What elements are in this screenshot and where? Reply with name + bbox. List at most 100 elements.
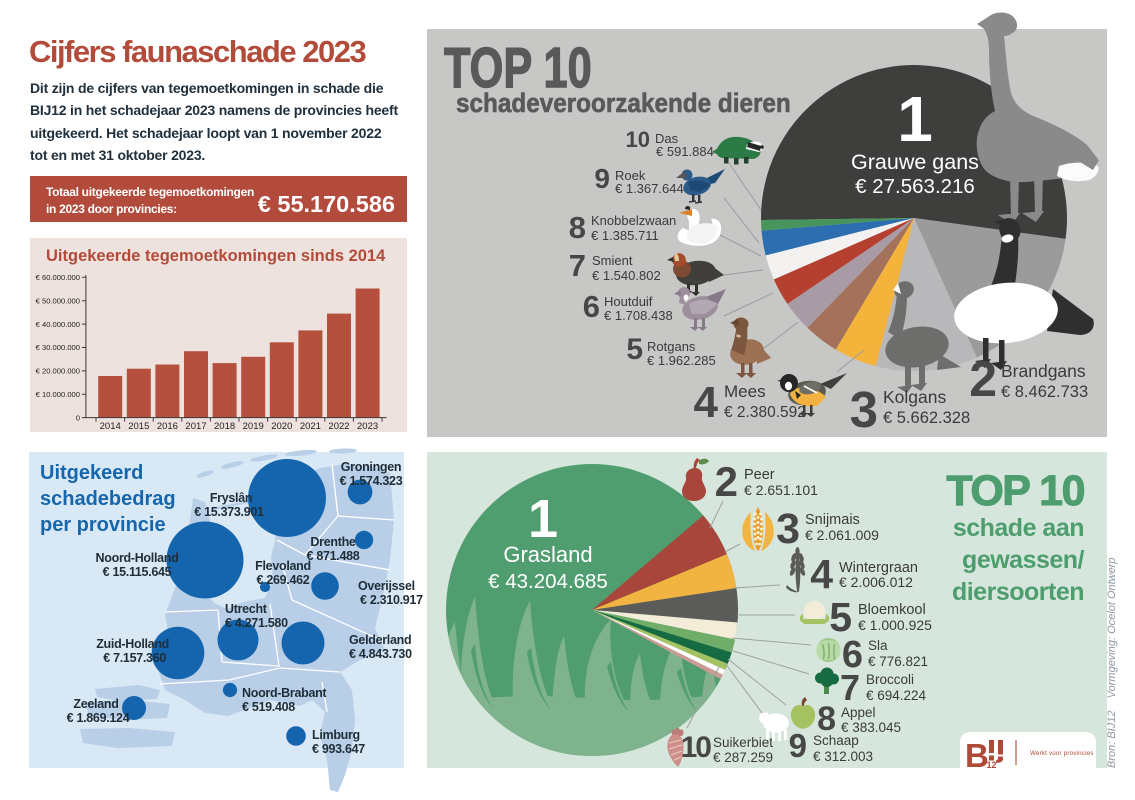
svg-text:Noord-Brabant: Noord-Brabant bbox=[242, 686, 327, 700]
svg-text:€ 5.662.328: € 5.662.328 bbox=[883, 409, 970, 427]
svg-text:4: 4 bbox=[810, 551, 833, 597]
svg-text:Wintergraan: Wintergraan bbox=[839, 560, 918, 576]
svg-text:Bloemkool: Bloemkool bbox=[858, 602, 926, 618]
svg-text:€ 50.000.000: € 50.000.000 bbox=[36, 296, 80, 305]
svg-text:5: 5 bbox=[829, 594, 852, 640]
svg-text:B: B bbox=[965, 737, 989, 774]
svg-text:€ 993.647: € 993.647 bbox=[312, 742, 365, 756]
svg-text:Brandgans: Brandgans bbox=[1001, 361, 1086, 381]
svg-text:Das: Das bbox=[655, 131, 679, 146]
svg-text:€ 591.884: € 591.884 bbox=[656, 144, 714, 159]
svg-text:Broccoli: Broccoli bbox=[866, 672, 914, 687]
svg-text:€ 60.000.000: € 60.000.000 bbox=[36, 273, 80, 282]
svg-text:€ 8.462.733: € 8.462.733 bbox=[1001, 383, 1088, 401]
svg-text:Drenthe: Drenthe bbox=[310, 535, 355, 549]
svg-text:€ 2.061.009: € 2.061.009 bbox=[805, 527, 879, 543]
svg-text:€ 20.000.000: € 20.000.000 bbox=[36, 367, 80, 376]
svg-text:6: 6 bbox=[842, 634, 863, 676]
svg-text:€ 2.651.101: € 2.651.101 bbox=[744, 482, 818, 498]
svg-text:Peer: Peer bbox=[744, 467, 775, 483]
svg-text:Grauwe gans: Grauwe gans bbox=[851, 150, 979, 174]
svg-text:€ 15.115.645: € 15.115.645 bbox=[103, 565, 172, 579]
svg-text:€ 30.000.000: € 30.000.000 bbox=[36, 343, 80, 352]
svg-text:Rotgans: Rotgans bbox=[647, 339, 696, 354]
svg-text:Houtduif: Houtduif bbox=[604, 294, 653, 309]
svg-text:Fryslân: Fryslân bbox=[210, 491, 252, 505]
svg-text:Limburg: Limburg bbox=[312, 728, 360, 742]
svg-text:Smient: Smient bbox=[592, 253, 633, 268]
svg-text:€ 40.000.000: € 40.000.000 bbox=[36, 320, 80, 329]
svg-text:TOP 10: TOP 10 bbox=[444, 35, 592, 99]
svg-text:€ 7.157.360: € 7.157.360 bbox=[103, 651, 166, 665]
svg-text:€ 15.373.901: € 15.373.901 bbox=[194, 505, 264, 519]
svg-text:Gelderland: Gelderland bbox=[349, 633, 411, 647]
svg-text:€ 2.310.917: € 2.310.917 bbox=[360, 593, 423, 607]
svg-text:€ 519.408: € 519.408 bbox=[242, 700, 295, 714]
svg-text:Flevoland: Flevoland bbox=[255, 559, 311, 573]
svg-text:2020: 2020 bbox=[271, 421, 292, 432]
svg-text:10: 10 bbox=[626, 127, 650, 152]
svg-text:Werkt voor provincies: Werkt voor provincies bbox=[1030, 750, 1094, 757]
svg-text:2: 2 bbox=[969, 351, 997, 407]
svg-text:3: 3 bbox=[850, 381, 878, 438]
svg-text:Schaap: Schaap bbox=[813, 733, 859, 748]
svg-text:2018: 2018 bbox=[214, 421, 235, 432]
svg-text:2016: 2016 bbox=[157, 421, 178, 432]
svg-text:€ 27.563.216: € 27.563.216 bbox=[855, 175, 975, 198]
svg-text:8: 8 bbox=[569, 210, 586, 245]
svg-text:€ 4.843.730: € 4.843.730 bbox=[349, 647, 412, 661]
svg-text:Utrecht: Utrecht bbox=[225, 602, 268, 616]
svg-text:2017: 2017 bbox=[185, 421, 206, 432]
svg-text:Groningen: Groningen bbox=[341, 460, 402, 474]
svg-text:1: 1 bbox=[897, 83, 933, 155]
svg-text:3: 3 bbox=[776, 505, 800, 553]
svg-text:€ 1.385.711: € 1.385.711 bbox=[591, 228, 659, 243]
svg-text:2022: 2022 bbox=[328, 421, 349, 432]
svg-text:€ 871.488: € 871.488 bbox=[307, 549, 360, 563]
svg-text:gewassen/: gewassen/ bbox=[962, 546, 1085, 574]
svg-text:Zuid-Holland: Zuid-Holland bbox=[96, 637, 169, 651]
svg-text:Sla: Sla bbox=[868, 638, 888, 653]
svg-text:12: 12 bbox=[987, 760, 997, 770]
svg-text:2023: 2023 bbox=[357, 421, 378, 432]
svg-text:2019: 2019 bbox=[243, 421, 264, 432]
svg-text:€ 1.708.438: € 1.708.438 bbox=[604, 308, 673, 323]
svg-text:€ 776.821: € 776.821 bbox=[868, 654, 928, 669]
svg-text:1: 1 bbox=[528, 489, 558, 549]
svg-text:€ 1.367.644: € 1.367.644 bbox=[615, 181, 684, 196]
svg-text:Mees: Mees bbox=[724, 382, 766, 401]
svg-text:€ 2.006.012: € 2.006.012 bbox=[839, 574, 913, 590]
svg-text:Noord-Holland: Noord-Holland bbox=[96, 551, 179, 565]
svg-text:Roek: Roek bbox=[615, 168, 646, 183]
svg-text:6: 6 bbox=[583, 289, 600, 324]
svg-text:€ 1.574.323: € 1.574.323 bbox=[340, 474, 403, 488]
svg-text:€ 694.224: € 694.224 bbox=[866, 688, 927, 703]
svg-text:9: 9 bbox=[594, 163, 610, 194]
svg-text:Zeeland: Zeeland bbox=[73, 697, 118, 711]
svg-text:€ 2.380.592: € 2.380.592 bbox=[724, 404, 806, 421]
svg-text:€ 383.045: € 383.045 bbox=[841, 720, 901, 735]
svg-text:€ 287.259: € 287.259 bbox=[713, 750, 773, 765]
svg-text:€ 1.962.285: € 1.962.285 bbox=[647, 353, 716, 368]
svg-text:2014: 2014 bbox=[100, 421, 121, 432]
svg-text:7: 7 bbox=[569, 248, 586, 283]
svg-text:5: 5 bbox=[626, 333, 643, 366]
svg-text:TOP 10: TOP 10 bbox=[946, 467, 1084, 515]
svg-text:schade aan: schade aan bbox=[953, 514, 1084, 542]
svg-text:2: 2 bbox=[715, 458, 738, 505]
svg-text:€ 10.000.000: € 10.000.000 bbox=[36, 390, 80, 399]
svg-text:Kolgans: Kolgans bbox=[883, 387, 946, 407]
svg-text:4: 4 bbox=[694, 378, 719, 427]
svg-text:0: 0 bbox=[76, 413, 80, 422]
svg-text:€ 312.003: € 312.003 bbox=[813, 749, 873, 764]
svg-text:Snijmais: Snijmais bbox=[805, 512, 860, 528]
svg-text:€ 1.000.925: € 1.000.925 bbox=[858, 617, 932, 633]
svg-text:diersoorten: diersoorten bbox=[952, 578, 1084, 606]
svg-text:schadeveroorzakende dieren: schadeveroorzakende dieren bbox=[456, 89, 791, 118]
svg-text:Grasland: Grasland bbox=[503, 542, 592, 567]
svg-text:€ 1.869.124: € 1.869.124 bbox=[67, 711, 130, 725]
svg-text:2021: 2021 bbox=[300, 421, 321, 432]
svg-text:2015: 2015 bbox=[128, 421, 149, 432]
svg-text:€ 43.204.685: € 43.204.685 bbox=[488, 570, 608, 593]
svg-text:€ 269.462: € 269.462 bbox=[257, 573, 310, 587]
